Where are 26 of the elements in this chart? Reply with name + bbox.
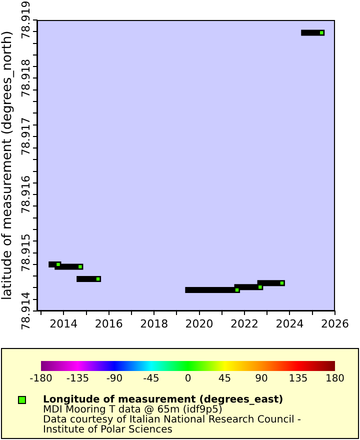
color-bar-label: -135 xyxy=(66,374,90,385)
x-tick-label: 2026 xyxy=(321,317,349,330)
text: MDI Mooring T data @ 65m (idf9p5) xyxy=(43,404,223,416)
x-tick-label: 2020 xyxy=(185,317,214,330)
legend-label: Longitude of measurement (degrees_east) xyxy=(43,394,284,406)
y-tick-label: 78.915 xyxy=(19,234,32,272)
color-bar-label: 45 xyxy=(218,374,232,385)
x-tick-label: 2022 xyxy=(230,317,259,330)
x-tick-label: 2016 xyxy=(94,317,123,330)
color-bar-label: 90 xyxy=(255,374,268,385)
y-axis-title: latitude of measurement (degrees_north) xyxy=(0,30,16,300)
x-tick-label: 2024 xyxy=(276,317,304,330)
y-tick-label: 78.917 xyxy=(19,117,32,156)
color-bar-label: -45 xyxy=(143,374,160,385)
color-bar-label: 0 xyxy=(184,374,192,385)
color-bar-label: 180 xyxy=(325,374,345,385)
x-tick-label: 2018 xyxy=(140,317,168,330)
y-tick-label: 78.919 xyxy=(19,0,32,40)
x-tick-label: 2014 xyxy=(50,317,78,330)
color-bar-label: -180 xyxy=(30,374,52,385)
y-tick-label: 78.916 xyxy=(19,175,32,214)
text: Data courtesy of Italian National Research Council - Institute of Polar Sciences xyxy=(43,414,302,436)
color-bar-label: 135 xyxy=(288,374,308,385)
color-bar-label: -90 xyxy=(106,374,123,385)
y-tick-label: 78.914 xyxy=(19,292,32,330)
y-tick-label: 78.918 xyxy=(19,58,32,98)
